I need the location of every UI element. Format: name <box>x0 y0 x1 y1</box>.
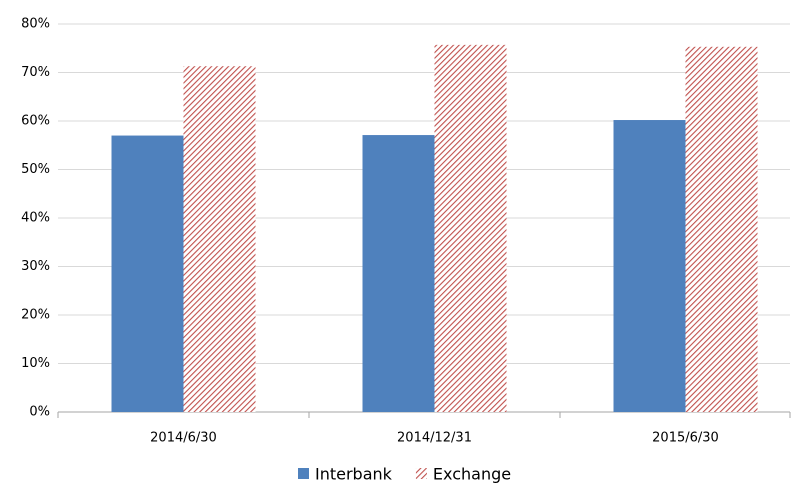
y-tick-label: 60% <box>21 114 50 129</box>
y-tick-label: 30% <box>21 259 50 274</box>
legend-swatch <box>298 468 309 479</box>
bar <box>613 120 686 412</box>
legend-label: Interbank <box>315 465 393 484</box>
bar <box>362 135 435 412</box>
y-tick-label: 0% <box>29 405 50 420</box>
legend-swatch <box>415 468 427 479</box>
y-tick-label: 70% <box>21 65 50 80</box>
y-tick-label: 40% <box>21 211 50 226</box>
x-tick-label: 2014/6/30 <box>150 431 217 446</box>
x-tick-label: 2014/12/31 <box>397 431 472 446</box>
bar <box>685 46 758 413</box>
bar <box>434 44 507 412</box>
x-tick-label: 2015/6/30 <box>652 431 719 446</box>
legend: Interbank Exchange <box>298 465 511 484</box>
y-tick-label: 80% <box>21 17 50 32</box>
bar <box>183 66 256 412</box>
y-tick-label: 20% <box>21 308 50 323</box>
y-tick-label: 50% <box>21 162 50 177</box>
bar <box>111 135 184 413</box>
y-tick-label: 10% <box>21 356 50 371</box>
legend-label: Exchange <box>433 465 511 484</box>
